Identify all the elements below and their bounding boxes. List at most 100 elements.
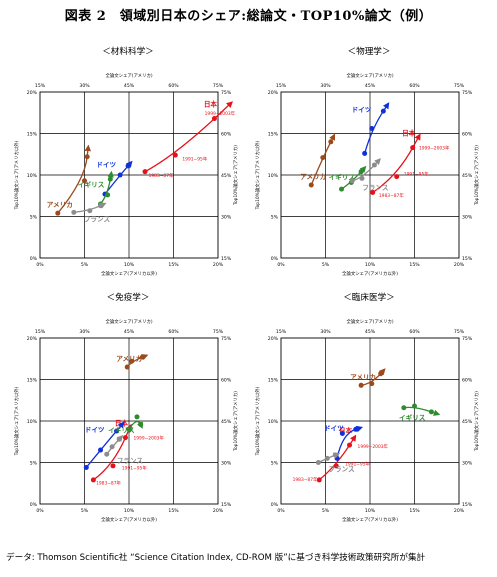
panel-materials-science: ＜材料科学＞ 0% 5% 10% 15% 20% 15% 30% 45% 60% 75% 0% 5% 10… [2,44,242,306]
y-right-tick-label: 60% [462,132,473,138]
series-label: 日本 [339,426,353,435]
data-point [369,381,375,387]
x-top-tick-label: 15% [35,83,46,89]
series-label: ドイツ [352,106,372,114]
data-point [114,428,120,434]
x-top-axis-label: 全論文シェア(アメリカ) [346,72,393,79]
period-annotation: 1983−87年 [149,172,174,179]
x-tick-label: 15% [168,262,179,268]
data-point [134,414,140,420]
data-point [316,477,322,483]
period-annotation: 1999−2003年 [358,443,389,450]
x-tick-label: 0% [36,262,44,268]
series-label: フランス [362,184,389,192]
panel-immunology: ＜免疫学＞ 0% 5% 10% 15% 20% 15% 30% 45% 60% 75% 0% 5% 10%… [2,290,242,552]
series-label: イギリス [108,425,135,434]
series-label: イギリス [78,180,105,189]
y-tick-label: 0% [30,256,38,262]
chart-title: ＜免疫学＞ [107,291,150,303]
data-point [369,126,375,132]
y-tick-label: 10% [268,173,279,179]
x-top-tick-label: 45% [124,329,135,335]
data-point [211,116,217,122]
y-tick-label: 5% [30,215,38,221]
data-point [410,145,416,151]
data-point [83,464,89,470]
x-tick-label: 0% [277,508,285,514]
series-label: ドイツ [324,424,344,432]
x-top-tick-label: 30% [79,329,90,335]
period-annotation: 1999−2003年 [205,110,236,117]
y-tick-label: 15% [268,132,279,138]
x-tick-label: 10% [124,508,135,514]
series-label: アメリカ [47,201,73,209]
chart-title: ＜臨床医学＞ [343,291,395,303]
data-point [412,403,417,409]
data-point [347,442,353,448]
x-axis-label: 全論文シェア(アメリカ以外) [101,516,157,523]
period-annotation: 1991−95年 [122,464,147,471]
data-point [71,209,77,215]
x-top-axis-label: 全論文シェア(アメリカ) [346,318,393,325]
data-point [129,358,135,364]
y-right-tick-label: 75% [221,90,232,96]
data-point [122,435,128,441]
panel-physics: ＜物理学＞ 0% 5% 10% 15% 20% 15% 30% 45% 60% 75% 0% 5% 10%… [243,44,483,306]
x-top-tick-label: 75% [454,329,465,335]
data-point [324,455,330,461]
x-top-tick-label: 60% [168,329,179,335]
data-point [172,152,178,158]
chart-title: ＜材料科学＞ [102,45,154,57]
y-tick-label: 0% [30,502,38,508]
y-right-tick-label: 30% [221,461,232,467]
plot-frame [39,91,219,259]
y-right-tick-label: 45% [462,419,473,425]
x-top-tick-label: 60% [168,83,179,89]
y-tick-label: 15% [268,378,279,384]
y-right-axis-label: Top10%論文シェア(アメリカ) [473,145,480,206]
data-point [359,175,365,181]
series-label: ドイツ [96,161,116,169]
data-point [353,426,359,432]
series-label: フランス [328,466,355,474]
y-right-tick-label: 15% [221,256,232,262]
data-point [126,426,132,432]
y-right-tick-label: 15% [221,502,232,508]
chart-svg: ＜免疫学＞0% 5% 10% 15% 20%15% 30% 45% 60% 75%0%5%10%… [13,291,239,523]
data-point [125,163,131,169]
data-point [142,169,148,175]
y-right-tick-label: 45% [462,173,473,179]
x-tick-label: 10% [365,508,376,514]
series-label: 日本 [402,129,416,138]
x-tick-label: 15% [409,508,420,514]
data-point [333,463,339,469]
y-tick-label: 10% [27,173,38,179]
x-top-axis-label: 全論文シェア(アメリカ) [105,318,152,325]
x-axis-label: 全論文シェア(アメリカ以外) [342,270,398,277]
data-source-note: データ: Thomson Scientific社 “Science Citati… [6,553,426,563]
x-tick-label: 20% [454,262,465,268]
data-point [428,409,434,415]
data-point [380,108,386,114]
y-right-axis-label: Top10%論文シェア(アメリカ) [473,391,480,452]
data-point [109,444,115,450]
y-right-tick-label: 15% [462,502,473,508]
plot-frame [280,337,460,505]
x-top-tick-label: 45% [365,329,376,335]
data-point [87,208,93,214]
y-right-tick-label: 30% [462,461,473,467]
x-tick-label: 20% [213,262,224,268]
x-top-tick-label: 15% [276,83,287,89]
x-top-tick-label: 45% [124,83,135,89]
data-point [107,176,113,182]
period-annotation: 1991−95年 [182,155,207,162]
x-top-axis-label: 全論文シェア(アメリカ) [105,72,152,79]
period-annotation: 1991−95年 [345,460,370,467]
x-tick-label: 5% [322,508,330,514]
data-point [362,150,368,156]
y-tick-label: 20% [268,90,279,96]
x-axis-label: 全論文シェア(アメリカ以外) [342,516,398,523]
x-tick-label: 0% [36,508,44,514]
x-top-tick-label: 75% [213,329,224,335]
x-top-tick-label: 75% [454,83,465,89]
